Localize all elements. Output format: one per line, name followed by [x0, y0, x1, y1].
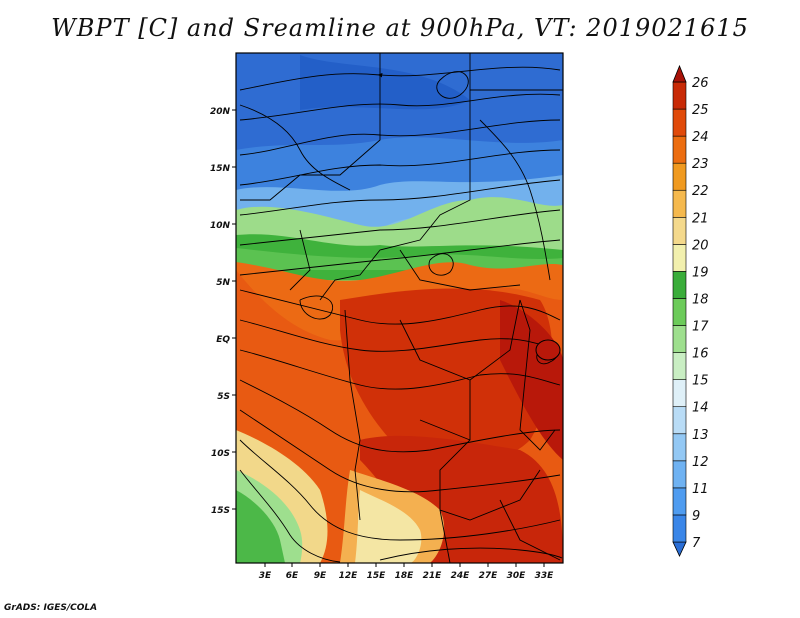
- colorbar-swatch: [672, 352, 687, 380]
- lon-tick-label: 3E: [259, 571, 272, 581]
- colorbar-swatch: [672, 514, 687, 543]
- colorbar-end-high: [672, 64, 687, 83]
- colorbar-swatch: [672, 81, 687, 110]
- colorbar-swatch: [672, 244, 687, 272]
- lat-tick-label: 5N: [216, 278, 230, 288]
- colorbar-swatch: [672, 433, 687, 462]
- colorbar-label: 26: [692, 76, 709, 91]
- colorbar-label: 7: [692, 536, 701, 551]
- colorbar-label: 20: [692, 238, 709, 253]
- colorbar-swatch: [672, 162, 687, 191]
- lat-tick-label: 10N: [210, 221, 231, 231]
- colorbar-label: 17: [692, 320, 709, 335]
- colorbar-label: 15: [692, 374, 709, 389]
- colorbar-label: 23: [692, 157, 709, 172]
- lon-axis: 3E 6E 9E 12E 15E 18E 21E 24E 27E 30E 33E: [259, 563, 554, 581]
- colorbar-swatch: [672, 189, 687, 218]
- colorbar-label: 9: [692, 509, 700, 524]
- lat-tick-label: EQ: [216, 335, 230, 345]
- colorbar-label: 14: [692, 401, 709, 416]
- colorbar-label: 21: [692, 211, 709, 226]
- lat-tick-label: 5S: [217, 392, 230, 402]
- lon-tick-label: 30E: [507, 571, 527, 581]
- map-title: WBPT [C] and Sreamline at 900hPa, VT: 20…: [51, 14, 749, 42]
- lon-tick-label: 24E: [451, 571, 471, 581]
- colorbar-swatch: [672, 108, 687, 137]
- lat-axis: 20N 15N 10N 5N EQ 5S 10S 15S: [210, 107, 236, 516]
- lon-tick-label: 9E: [314, 571, 327, 581]
- colorbar-label: 11: [692, 482, 709, 497]
- lon-tick-label: 15E: [367, 571, 387, 581]
- colorbar-swatch: [672, 216, 687, 245]
- colorbar-label: 24: [692, 130, 709, 145]
- colorbar-label: 18: [692, 292, 709, 307]
- colorbar-swatch: [672, 379, 687, 408]
- colorbar-label: 16: [692, 347, 709, 362]
- colorbar-swatch: [672, 325, 687, 353]
- lon-tick-label: 6E: [286, 571, 299, 581]
- lon-tick-label: 33E: [535, 571, 555, 581]
- colorbar-swatch: [672, 406, 687, 435]
- grads-credit: GrADS: IGES/COLA: [4, 603, 98, 613]
- colorbar-swatch: [672, 271, 687, 299]
- colorbar-label: 12: [692, 455, 709, 470]
- lon-tick-label: 18E: [395, 571, 415, 581]
- colorbar-swatch: [672, 487, 687, 516]
- lon-tick-label: 21E: [423, 571, 443, 581]
- lat-tick-label: 10S: [211, 449, 230, 459]
- colorbar-swatch: [672, 135, 687, 164]
- colorbar: 7 9 11 12 13 14 15 16 17 18 19 20 21 22 23 24 25 26: [672, 64, 709, 557]
- lat-tick-label: 15S: [211, 506, 230, 516]
- colorbar-label: 13: [692, 428, 709, 443]
- colorbar-label: 25: [692, 103, 709, 118]
- lon-tick-label: 27E: [479, 571, 499, 581]
- wbpt-field: [236, 53, 563, 563]
- lon-tick-label: 12E: [339, 571, 359, 581]
- colorbar-swatch: [672, 460, 687, 489]
- colorbar-end-low: [672, 541, 687, 557]
- colorbar-label: 22: [692, 184, 709, 199]
- map-frame: [235, 52, 564, 564]
- lat-tick-label: 20N: [210, 107, 231, 117]
- colorbar-swatch: [672, 298, 687, 326]
- lat-tick-label: 15N: [210, 164, 231, 174]
- colorbar-label: 19: [692, 265, 709, 280]
